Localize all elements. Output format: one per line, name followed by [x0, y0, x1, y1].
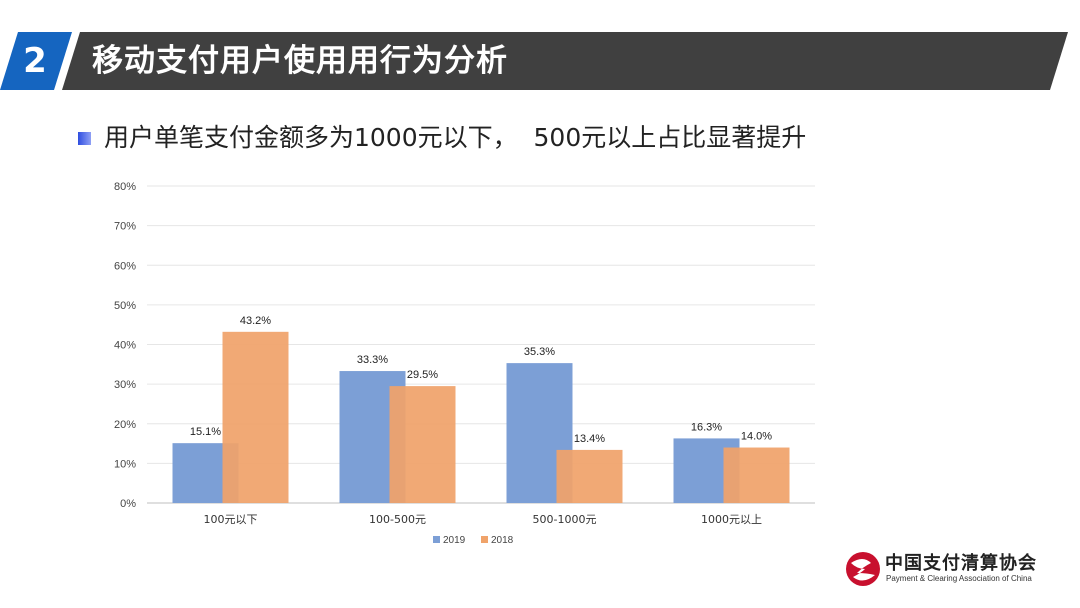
- y-tick-label: 30%: [114, 379, 136, 391]
- association-logo: 中国支付清算协会 Payment & Clearing Association …: [845, 545, 1075, 595]
- legend-label: 2018: [491, 535, 514, 546]
- y-tick-label: 0%: [120, 498, 136, 510]
- y-tick-label: 20%: [114, 419, 136, 431]
- y-tick-label: 70%: [114, 221, 136, 233]
- data-label: 14.0%: [741, 431, 772, 443]
- section-title: 移动支付用户使用用行为分析: [92, 43, 508, 79]
- y-tick-label: 40%: [114, 340, 136, 352]
- y-tick-label: 50%: [114, 300, 136, 312]
- association-name-en: Payment & Clearing Association of China: [886, 574, 1032, 583]
- section-header: [0, 32, 1068, 90]
- section-number-badge: [0, 32, 72, 90]
- data-label: 33.3%: [357, 354, 388, 366]
- y-tick-label: 80%: [114, 181, 136, 193]
- legend-swatch-2018: [481, 536, 488, 543]
- bar-2018: [222, 331, 289, 503]
- x-tick-label: 500-1000元: [533, 513, 597, 526]
- data-label: 35.3%: [524, 346, 555, 358]
- bar-2018: [556, 449, 623, 503]
- data-label: 29.5%: [407, 369, 438, 381]
- data-label: 15.1%: [190, 426, 221, 438]
- data-label: 43.2%: [240, 315, 271, 327]
- data-label: 16.3%: [691, 421, 722, 433]
- bar-2018: [389, 386, 456, 503]
- legend-label: 2019: [443, 535, 466, 546]
- association-emblem-icon: [846, 552, 880, 586]
- title-banner: [62, 32, 1068, 90]
- bar-2018: [723, 447, 790, 503]
- y-tick-label: 10%: [114, 458, 136, 470]
- bullet-square-icon: [78, 132, 91, 145]
- section-number: 2: [23, 41, 47, 81]
- y-tick-label: 60%: [114, 260, 136, 272]
- x-tick-label: 100元以下: [204, 513, 258, 526]
- x-tick-label: 100-500元: [369, 513, 426, 526]
- slide-subtitle: 用户单笔支付金额多为1000元以下， 500元以上占比显著提升: [104, 123, 807, 152]
- data-label: 13.4%: [574, 433, 605, 445]
- association-name-cn: 中国支付清算协会: [885, 553, 1037, 574]
- x-tick-label: 1000元以上: [701, 513, 762, 526]
- legend-swatch-2019: [433, 536, 440, 543]
